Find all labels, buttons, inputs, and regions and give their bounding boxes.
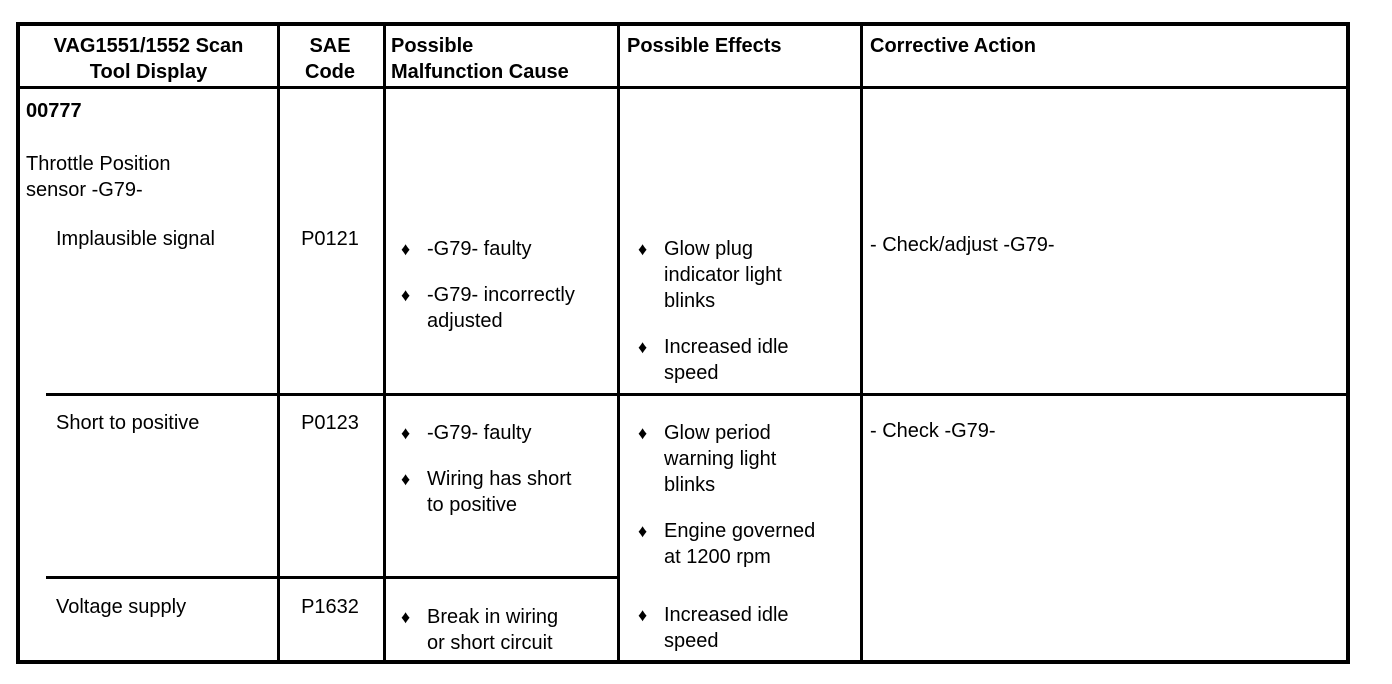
bullet-icon: ♦ <box>638 337 648 357</box>
cause-text: Break in wiring or short circuit <box>427 606 559 654</box>
cause-item: ♦ -G79- faulty <box>401 236 613 262</box>
cause-item: ♦ Wiring has short to positive <box>401 466 613 518</box>
row-display-voltage-supply: Voltage supply <box>56 596 187 618</box>
row-display-implausible-signal: Implausible signal <box>56 228 215 250</box>
bullet-icon: ♦ <box>638 605 648 625</box>
cause-text: -G79- faulty <box>427 422 532 444</box>
header-bottom-rule <box>20 86 1346 89</box>
bullet-icon: ♦ <box>638 423 648 443</box>
sae-code-p1632: P1632 <box>301 596 359 618</box>
column-divider-display-sae <box>277 26 280 660</box>
effect-list-row2: ♦ Glow period warning light blinks ♦ Eng… <box>638 420 853 570</box>
effect-item: ♦ Increased idle speed <box>638 602 853 654</box>
bullet-icon: ♦ <box>401 239 411 259</box>
effect-list-row3: ♦ Increased idle speed <box>638 602 853 654</box>
effect-item: ♦ Glow plug indicator light blinks <box>638 236 853 314</box>
cause-text: -G79- faulty <box>427 238 532 260</box>
header-cell-sae-code: SAE Code <box>305 35 355 83</box>
bullet-icon: ♦ <box>638 521 648 541</box>
cause-list-row2: ♦ -G79- faulty ♦ Wiring has short to pos… <box>401 420 613 518</box>
cause-list-row3: ♦ Break in wiring or short circuit <box>401 604 613 656</box>
row-display-short-to-positive: Short to positive <box>56 412 200 434</box>
dtc-group: 00777 Throttle Position sensor -G79- <box>26 98 266 203</box>
dtc-component-name: Throttle Position sensor -G79- <box>26 153 171 201</box>
cause-item: ♦ -G79- faulty <box>401 420 613 446</box>
effect-text: Glow period warning light blinks <box>664 422 777 496</box>
effect-item: ♦ Engine governed at 1200 rpm <box>638 518 853 570</box>
effect-item: ♦ Glow period warning light blinks <box>638 420 853 498</box>
cause-text: -G79- incorrectly adjusted <box>427 284 575 332</box>
sae-code-p0121: P0121 <box>301 228 359 250</box>
effect-list-row1: ♦ Glow plug indicator light blinks ♦ Inc… <box>638 236 853 386</box>
corrective-action-row1: - Check/adjust -G79- <box>870 234 1055 256</box>
effect-text: Engine governed at 1200 rpm <box>664 520 816 568</box>
cause-item: ♦ Break in wiring or short circuit <box>401 604 613 656</box>
effect-item: ♦ Increased idle speed <box>638 334 853 386</box>
column-divider-sae-cause <box>383 26 386 660</box>
column-divider-effects-action <box>860 26 863 660</box>
header-cell-malfunction-cause: Possible Malfunction Cause <box>391 35 569 83</box>
cause-item: ♦ -G79- incorrectly adjusted <box>401 282 613 334</box>
bullet-icon: ♦ <box>401 607 411 627</box>
bullet-icon: ♦ <box>401 285 411 305</box>
dtc-table: VAG1551/1552 Scan Tool Display SAE Code … <box>16 22 1350 664</box>
sae-code-p0123: P0123 <box>301 412 359 434</box>
bullet-icon: ♦ <box>401 423 411 443</box>
row-divider-2-partial <box>46 576 620 579</box>
cause-list-row1: ♦ -G79- faulty ♦ -G79- incorrectly adjus… <box>401 236 613 334</box>
corrective-action-row2: - Check -G79- <box>870 420 996 442</box>
dtc-number: 00777 <box>26 100 82 122</box>
effect-text: Increased idle speed <box>664 604 789 652</box>
effect-text: Glow plug indicator light blinks <box>664 238 782 312</box>
bullet-icon: ♦ <box>401 469 411 489</box>
cause-text: Wiring has short to positive <box>427 468 572 516</box>
bullet-icon: ♦ <box>638 239 648 259</box>
effect-text: Increased idle speed <box>664 336 789 384</box>
header-cell-corrective-action: Corrective Action <box>870 35 1036 57</box>
header-cell-possible-effects: Possible Effects <box>627 35 782 57</box>
column-divider-cause-effects <box>617 26 620 660</box>
header-cell-scan-tool-display: VAG1551/1552 Scan Tool Display <box>53 35 244 83</box>
row-divider-1 <box>46 393 1346 396</box>
